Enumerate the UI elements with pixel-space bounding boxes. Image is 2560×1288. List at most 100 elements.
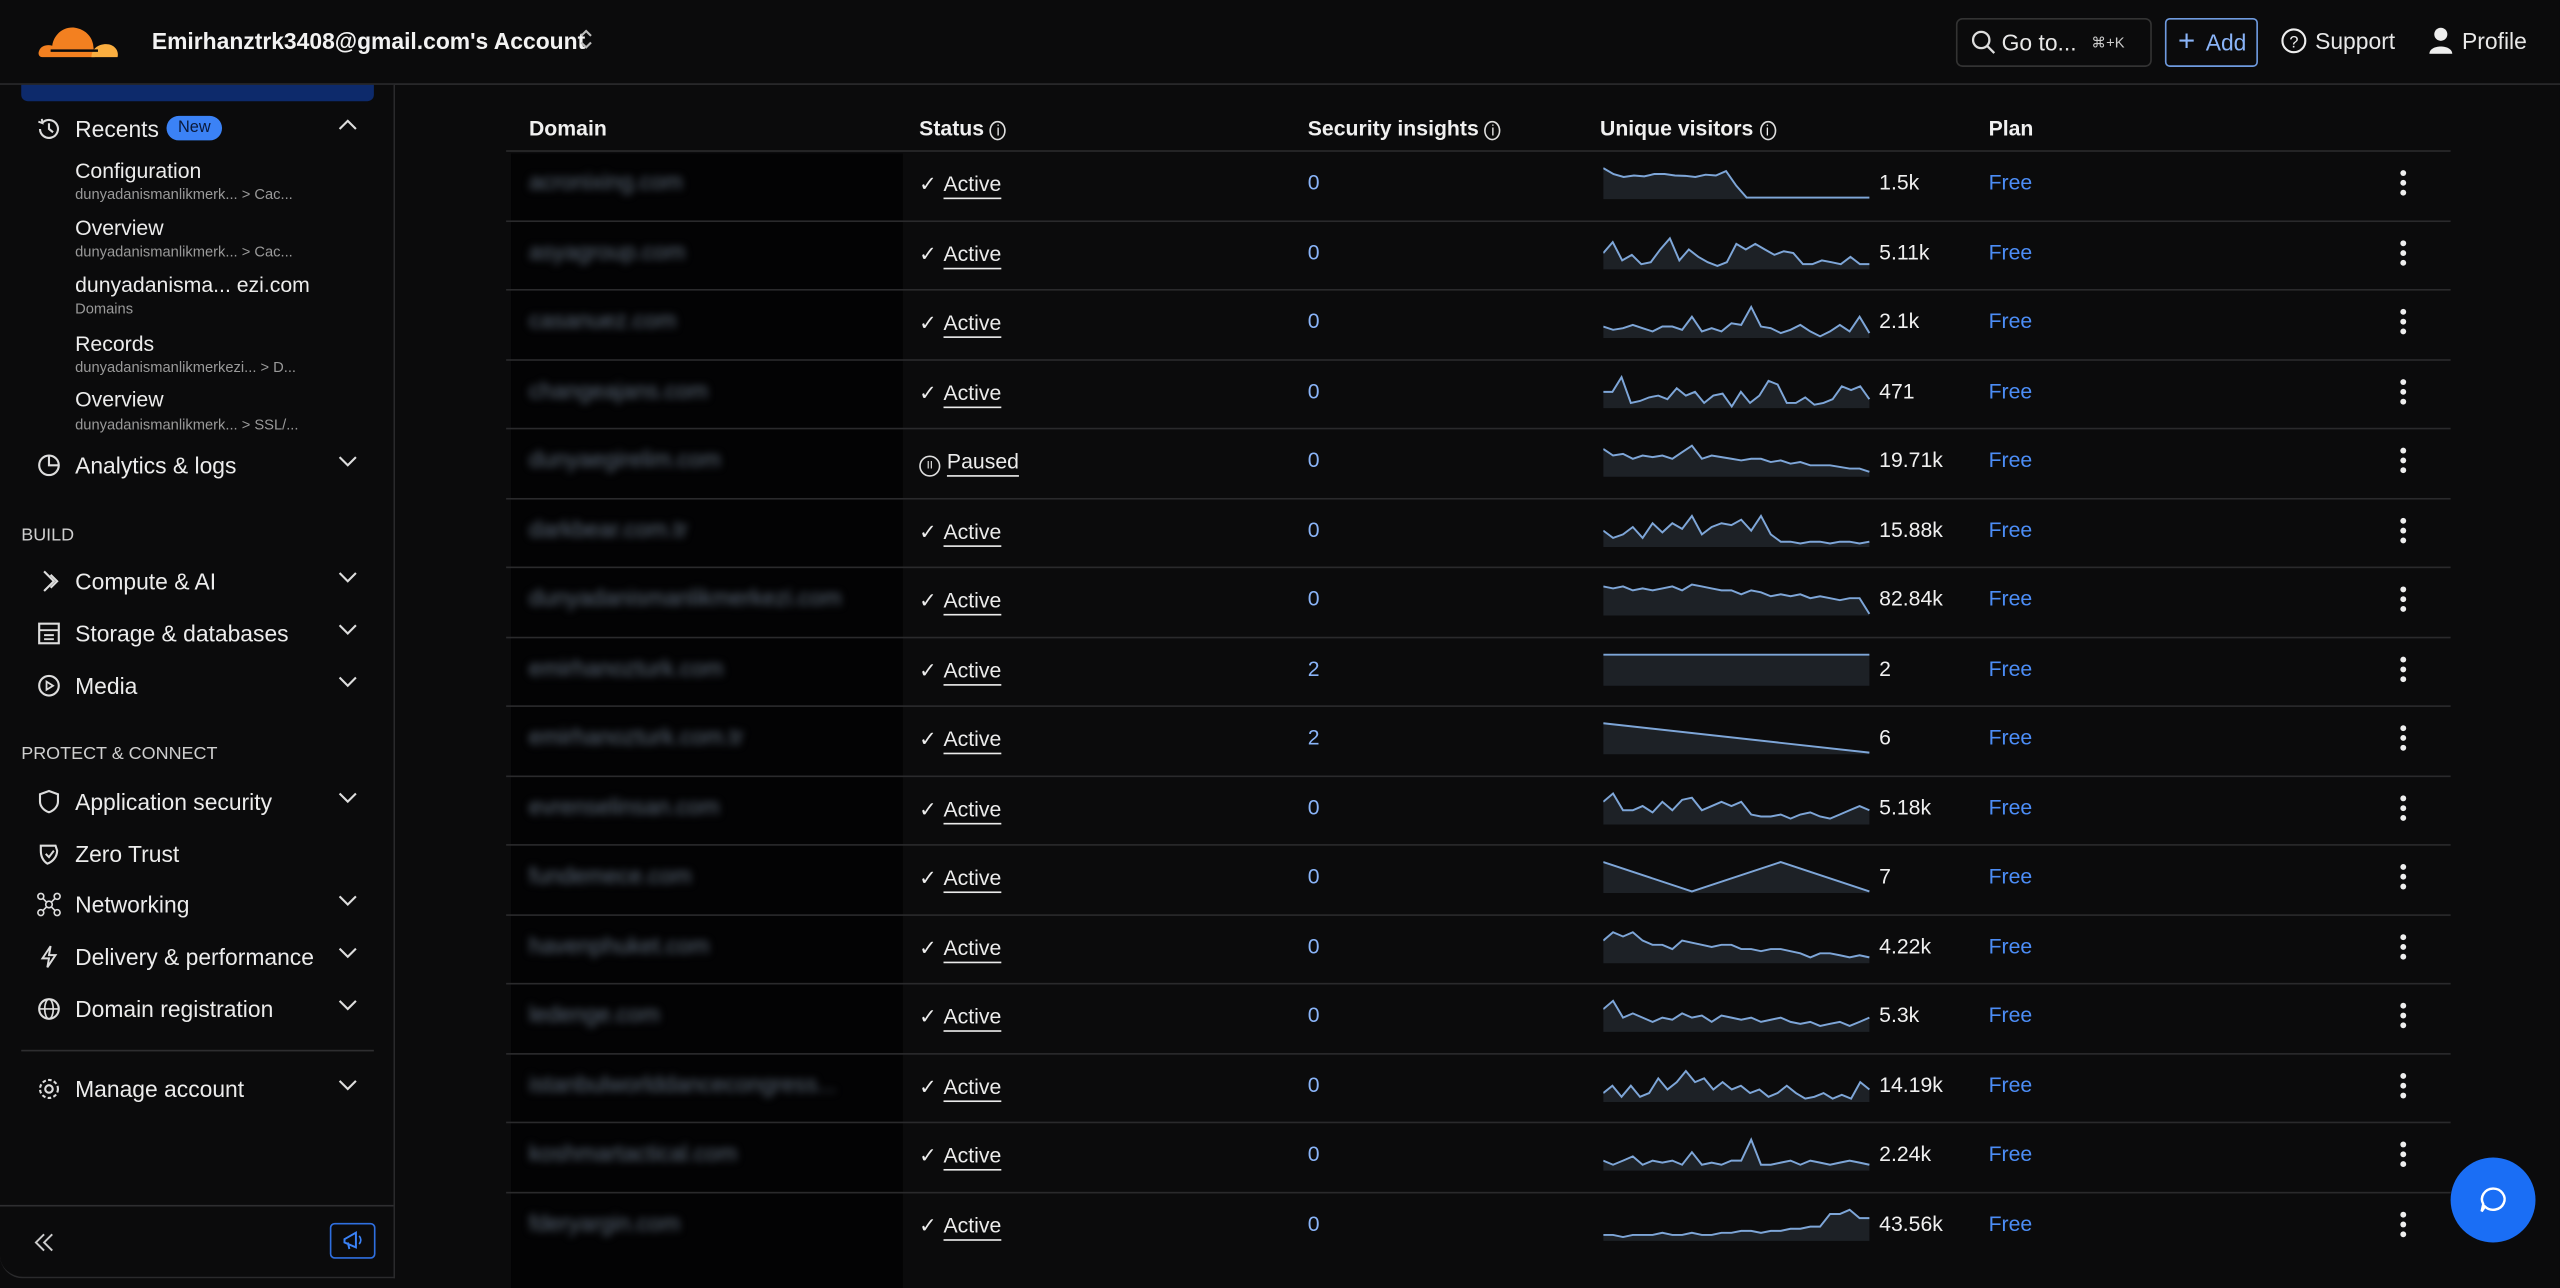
plan-link[interactable]: Free — [1988, 586, 2033, 611]
security-insights-count[interactable]: 0 — [1307, 308, 1320, 334]
chevron-up-icon[interactable] — [338, 114, 358, 134]
status-link[interactable]: Paused — [946, 448, 1019, 474]
table-row[interactable]: dunyadanismanlikmerkezi.com ✓ Active 0 82.84… — [506, 566, 2451, 637]
more-options-icon[interactable] — [2395, 513, 2411, 546]
domain-name[interactable]: emirhanozturk.com — [528, 653, 724, 680]
more-options-icon[interactable] — [2395, 583, 2411, 616]
sidebar-item-networking[interactable]: Networking — [29, 888, 364, 921]
plan-link[interactable]: Free — [1988, 1141, 2033, 1166]
table-row[interactable]: emirhanozturk.com ✓ Active 2 2 Free — [506, 635, 2451, 706]
security-insights-count[interactable]: 0 — [1307, 933, 1320, 958]
domain-name[interactable]: casanuez.com — [528, 306, 677, 334]
security-insights-count[interactable]: 0 — [1307, 863, 1320, 889]
status-link[interactable]: Active — [943, 865, 1002, 890]
info-icon[interactable]: i — [1759, 120, 1776, 141]
status-link[interactable]: Active — [943, 795, 1002, 821]
recent-item-title[interactable]: Overview — [75, 215, 164, 240]
plan-link[interactable]: Free — [1988, 1071, 2033, 1097]
more-options-icon[interactable] — [2395, 1207, 2411, 1240]
chevron-up-down-icon[interactable] — [578, 26, 594, 52]
status-link[interactable]: Active — [943, 240, 1002, 266]
domain-name[interactable]: acronixing.com — [528, 168, 683, 195]
recent-item-title[interactable]: Overview — [75, 386, 164, 412]
status-link[interactable]: Active — [943, 1212, 1002, 1237]
table-row[interactable]: fderyargin.com ✓ Active 0 43.56k Free — [506, 1191, 2451, 1261]
chevron-down-icon[interactable] — [338, 942, 358, 962]
sidebar-item-domain-registration[interactable]: Domain registration — [29, 993, 364, 1026]
plan-link[interactable]: Free — [1988, 377, 2033, 403]
security-insights-count[interactable]: 0 — [1307, 1002, 1320, 1027]
plan-link[interactable]: Free — [1988, 169, 2033, 195]
security-insights-count[interactable]: 0 — [1307, 1210, 1320, 1236]
plan-link[interactable]: Free — [1988, 863, 2033, 889]
more-options-icon[interactable] — [2395, 860, 2411, 893]
table-row[interactable]: darkbear.com.tr ✓ Active 0 15.88k Free — [506, 497, 2451, 567]
announcements-button[interactable] — [329, 1222, 376, 1259]
sidebar-item-application-security[interactable]: Application security — [29, 785, 364, 818]
status-link[interactable]: Active — [943, 726, 1002, 752]
chevron-down-icon[interactable] — [338, 994, 358, 1014]
table-row[interactable]: emirhanozturk.com.tr ✓ Active 2 6 Free — [506, 705, 2451, 775]
chevron-down-icon[interactable] — [338, 890, 358, 910]
security-insights-count[interactable]: 2 — [1307, 724, 1320, 750]
sidebar-item-recents[interactable]: Recents — [29, 113, 364, 146]
table-row[interactable]: dunyaegirelim.com II Paused 0 19.71k Free — [506, 427, 2451, 498]
account-switcher[interactable]: Emirhanztrk3408@gmail.com's Account — [151, 27, 586, 54]
status-link[interactable]: Active — [943, 657, 1002, 682]
collapse-sidebar-icon[interactable] — [31, 1229, 57, 1255]
sidebar-item-media[interactable]: Media — [29, 669, 364, 702]
security-insights-count[interactable]: 2 — [1307, 655, 1320, 680]
plan-link[interactable]: Free — [1988, 933, 2033, 958]
status-link[interactable]: Active — [943, 1073, 1002, 1098]
chevron-down-icon[interactable] — [338, 451, 358, 471]
security-insights-count[interactable]: 0 — [1307, 377, 1320, 403]
table-row[interactable]: ledenge.com ✓ Active 0 5.3k Free — [506, 982, 2451, 1053]
table-row[interactable]: casanuez.com ✓ Active 0 2.1k Free — [506, 288, 2451, 359]
domain-name[interactable]: changeajans.com — [528, 376, 709, 403]
recent-item-title[interactable]: Configuration — [75, 158, 202, 183]
chevron-down-icon[interactable] — [338, 671, 358, 691]
plan-link[interactable]: Free — [1988, 239, 2033, 264]
plan-link[interactable]: Free — [1988, 308, 2033, 334]
sidebar-item-delivery[interactable]: Delivery & performance — [29, 940, 364, 973]
more-options-icon[interactable] — [2395, 444, 2411, 477]
domain-name[interactable]: ledenge.com — [528, 1000, 660, 1027]
plan-link[interactable]: Free — [1988, 1210, 2033, 1236]
add-button[interactable]: + Add — [2164, 17, 2258, 67]
more-options-icon[interactable] — [2395, 791, 2411, 824]
table-row[interactable]: evrenselinsan.com ✓ Active 0 5.18k Free — [506, 774, 2451, 845]
security-insights-count[interactable]: 0 — [1307, 447, 1320, 472]
domain-name[interactable]: dunyadanismanlikmerkezi.com — [528, 584, 842, 611]
security-insights-count[interactable]: 0 — [1307, 794, 1320, 819]
plan-link[interactable]: Free — [1988, 447, 2033, 472]
domain-name[interactable]: emirhanozturk.com.tr — [528, 723, 744, 750]
more-options-icon[interactable] — [2395, 722, 2411, 755]
chevron-down-icon[interactable] — [338, 787, 358, 807]
selected-nav-item[interactable] — [21, 84, 374, 102]
security-insights-count[interactable]: 0 — [1307, 1071, 1320, 1097]
more-options-icon[interactable] — [2395, 1069, 2411, 1102]
more-options-icon[interactable] — [2395, 375, 2411, 408]
domain-name[interactable]: havenphuket.com — [528, 931, 710, 958]
plan-link[interactable]: Free — [1988, 655, 2033, 680]
chevron-down-icon[interactable] — [338, 1074, 358, 1094]
table-row[interactable]: havenphuket.com ✓ Active 0 4.22k Free — [506, 913, 2451, 983]
status-link[interactable]: Active — [943, 171, 1002, 196]
more-options-icon[interactable] — [2395, 999, 2411, 1032]
table-row[interactable]: changeajans.com ✓ Active 0 471 Free — [506, 358, 2451, 428]
security-insights-count[interactable]: 0 — [1307, 516, 1320, 542]
more-options-icon[interactable] — [2395, 1138, 2411, 1171]
cloudflare-logo[interactable] — [36, 21, 121, 60]
status-link[interactable]: Active — [943, 934, 1002, 960]
column-header-domain[interactable]: Domain — [528, 115, 607, 141]
more-options-icon[interactable] — [2395, 305, 2411, 338]
security-insights-count[interactable]: 0 — [1307, 169, 1320, 195]
chat-button[interactable] — [2450, 1157, 2536, 1243]
plan-link[interactable]: Free — [1988, 724, 2033, 750]
domain-name[interactable]: dunyaegirelim.com — [528, 445, 721, 472]
domain-name[interactable]: evrenselinsan.com — [528, 792, 720, 819]
table-row[interactable]: acronixing.com ✓ Active 0 1.5k Free — [506, 150, 2451, 220]
security-insights-count[interactable]: 0 — [1307, 586, 1320, 611]
more-options-icon[interactable] — [2395, 167, 2411, 200]
info-icon[interactable]: i — [1484, 120, 1502, 141]
